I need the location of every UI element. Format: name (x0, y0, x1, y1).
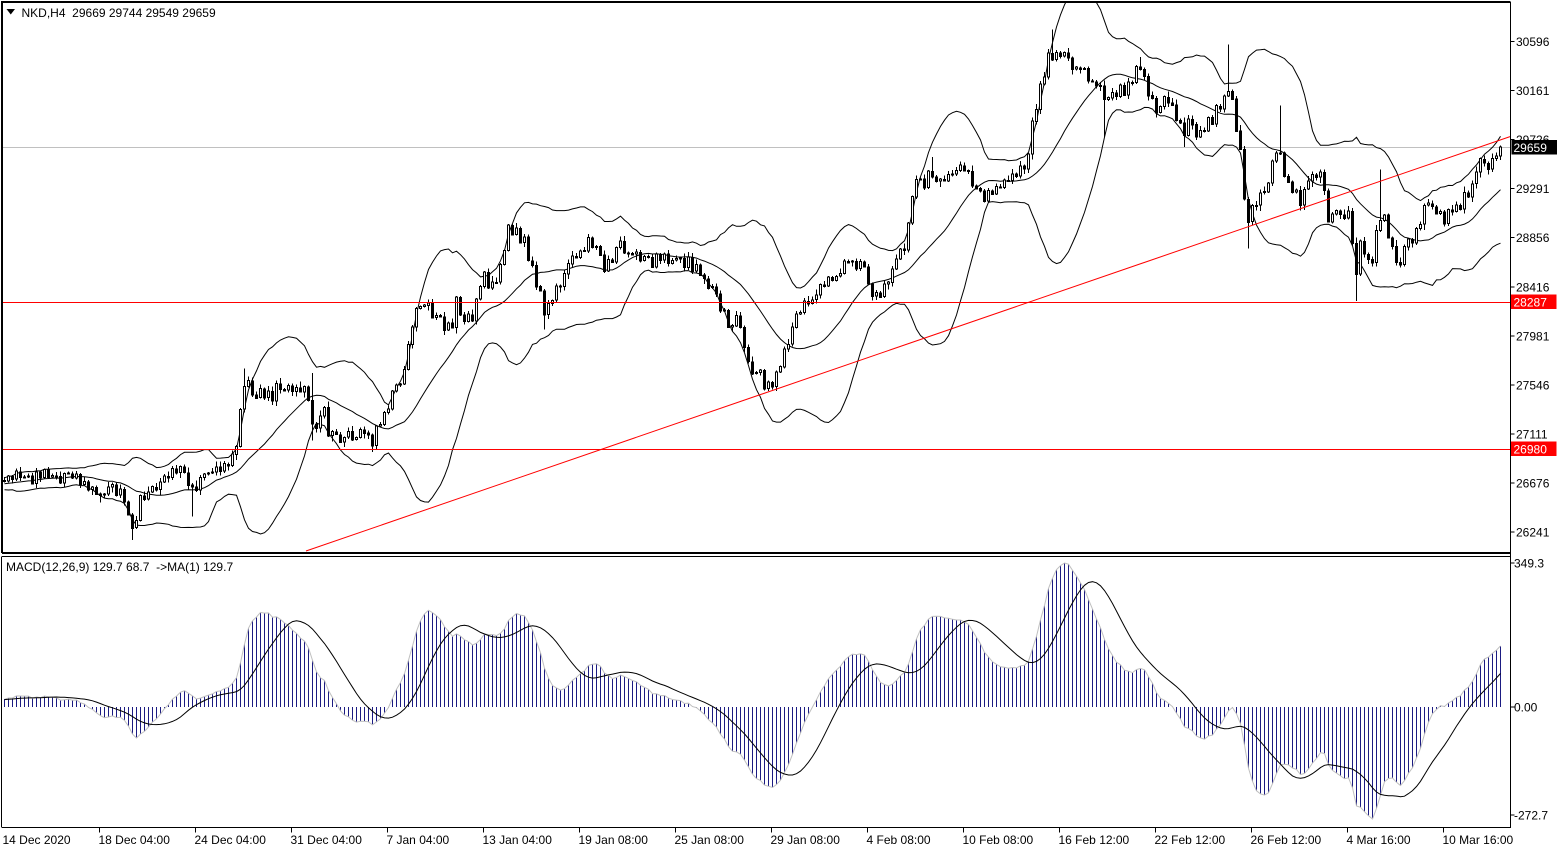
svg-text:29291: 29291 (1516, 182, 1550, 196)
svg-text:18 Dec 04:00: 18 Dec 04:00 (99, 833, 171, 847)
svg-text:14 Dec 2020: 14 Dec 2020 (3, 833, 71, 847)
svg-text:29659: 29659 (1514, 141, 1548, 155)
svg-text:27546: 27546 (1516, 378, 1550, 392)
svg-text:MACD(12,26,9) 129.7 68.7 ->MA: MACD(12,26,9) 129.7 68.7 ->MA(1) 129.7 (6, 560, 233, 574)
svg-text:28856: 28856 (1516, 231, 1550, 245)
svg-text:19 Jan 08:00: 19 Jan 08:00 (579, 833, 649, 847)
svg-text:4 Feb 08:00: 4 Feb 08:00 (867, 833, 931, 847)
svg-text:30596: 30596 (1516, 35, 1550, 49)
svg-text:26676: 26676 (1516, 476, 1550, 490)
svg-text:13 Jan 04:00: 13 Jan 04:00 (483, 833, 553, 847)
svg-text:28416: 28416 (1516, 281, 1550, 295)
svg-text:4 Mar 16:00: 4 Mar 16:00 (1347, 833, 1411, 847)
svg-text:26 Feb 12:00: 26 Feb 12:00 (1251, 833, 1322, 847)
svg-text:28287: 28287 (1514, 296, 1548, 310)
svg-text:0.00: 0.00 (1514, 701, 1538, 715)
svg-text:349.3: 349.3 (1514, 557, 1544, 571)
svg-text:27981: 27981 (1516, 329, 1550, 343)
svg-text:27111: 27111 (1516, 427, 1548, 441)
svg-text:25 Jan 08:00: 25 Jan 08:00 (675, 833, 745, 847)
svg-text:7 Jan 04:00: 7 Jan 04:00 (387, 833, 450, 847)
svg-text:NKD,H4 29669 29744 29549 2965: NKD,H4 29669 29744 29549 29659 (22, 6, 216, 20)
svg-text:24 Dec 04:00: 24 Dec 04:00 (195, 833, 267, 847)
svg-text:29 Jan 08:00: 29 Jan 08:00 (771, 833, 841, 847)
svg-text:26980: 26980 (1514, 443, 1548, 457)
svg-text:-272.7: -272.7 (1514, 809, 1548, 823)
svg-text:16 Feb 12:00: 16 Feb 12:00 (1059, 833, 1130, 847)
svg-text:10 Mar 16:00: 10 Mar 16:00 (1443, 833, 1514, 847)
svg-text:26241: 26241 (1516, 525, 1550, 539)
svg-text:22 Feb 12:00: 22 Feb 12:00 (1155, 833, 1226, 847)
svg-text:31 Dec 04:00: 31 Dec 04:00 (291, 833, 363, 847)
svg-text:30161: 30161 (1516, 84, 1550, 98)
svg-text:10 Feb 08:00: 10 Feb 08:00 (963, 833, 1034, 847)
